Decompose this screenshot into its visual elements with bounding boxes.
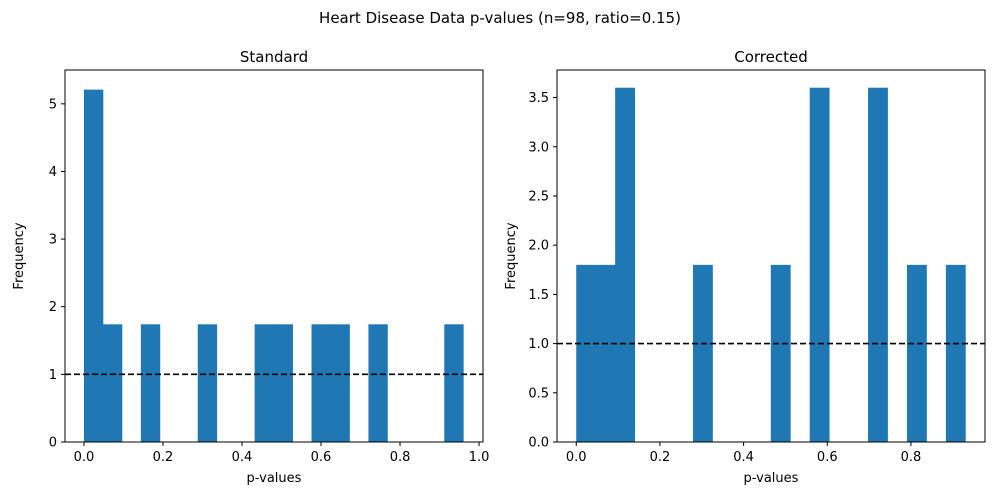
histogram-standard: 0.0 0.2 0.4 0.6 0.8 1.0 0 1 2 3 4 5 Standard p-values… <box>12 48 489 486</box>
histogram-bar <box>576 264 597 442</box>
histogram-bar <box>254 324 274 442</box>
histogram-bar <box>906 264 927 442</box>
histogram-bar <box>615 87 635 443</box>
x-tick-label: 0.8 <box>901 450 922 465</box>
y-tick-label: 2.5 <box>528 189 549 204</box>
histogram-bar <box>197 324 218 442</box>
histogram-bar <box>770 264 791 442</box>
y-tick-label: 2.0 <box>528 239 549 254</box>
panel-title: Corrected <box>734 48 808 66</box>
y-tick-label: 3.5 <box>528 91 549 106</box>
x-tick-label: 0.4 <box>232 450 253 465</box>
x-tick-label: 0.6 <box>311 450 332 465</box>
histogram-bar <box>868 87 888 443</box>
histogram-bar <box>368 324 388 442</box>
y-tick-label: 0.5 <box>528 386 549 401</box>
axes-frame <box>64 69 484 443</box>
x-tick-label: 0.2 <box>153 450 174 465</box>
y-tick-label: 1.0 <box>528 337 549 352</box>
y-tick-label: 2 <box>49 300 57 315</box>
y-tick-label: 1 <box>49 368 57 383</box>
histogram-bar <box>102 324 123 442</box>
x-axis-label: p-values <box>744 471 799 486</box>
y-tick-label: 3.0 <box>528 140 549 155</box>
histogram-bar <box>330 324 350 442</box>
x-tick-label: 0.8 <box>390 450 411 465</box>
x-tick-label: 1.0 <box>469 450 490 465</box>
axes-frame <box>556 69 986 443</box>
y-tick-label: 3 <box>49 233 57 248</box>
y-axis-label: Frequency <box>504 222 519 289</box>
y-tick-label: 5 <box>49 97 57 112</box>
y-tick-label: 1.5 <box>528 288 549 303</box>
x-tick-label: 0.2 <box>650 450 671 465</box>
panel-title: Standard <box>240 48 308 66</box>
histogram-bar <box>809 87 830 443</box>
histogram-bar <box>692 264 713 442</box>
histogram-bar <box>444 324 464 442</box>
histogram-bar <box>83 89 104 443</box>
histogram-bar <box>311 324 331 442</box>
y-tick-label: 4 <box>49 165 57 180</box>
x-tick-label: 0.4 <box>733 450 754 465</box>
x-tick-label: 0.6 <box>817 450 838 465</box>
y-tick-label: 0.0 <box>528 436 549 451</box>
histogram-bar <box>595 264 616 442</box>
y-tick-label: 0 <box>49 436 57 451</box>
y-axis-label: Frequency <box>12 222 27 289</box>
histogram-corrected: 0.0 0.2 0.4 0.6 0.8 0.0 0.5 1.0 1.5 2.0 2.5 3.0 3.5 C… <box>504 48 986 486</box>
histogram-bar <box>273 324 293 442</box>
histogram-bar <box>945 264 966 442</box>
histogram-bar <box>140 324 161 442</box>
figure-suptitle: Heart Disease Data p-values (n=98, ratio… <box>319 9 681 27</box>
x-tick-label: 0.0 <box>566 450 587 465</box>
x-axis-label: p-values <box>247 471 302 486</box>
x-tick-label: 0.0 <box>74 450 95 465</box>
